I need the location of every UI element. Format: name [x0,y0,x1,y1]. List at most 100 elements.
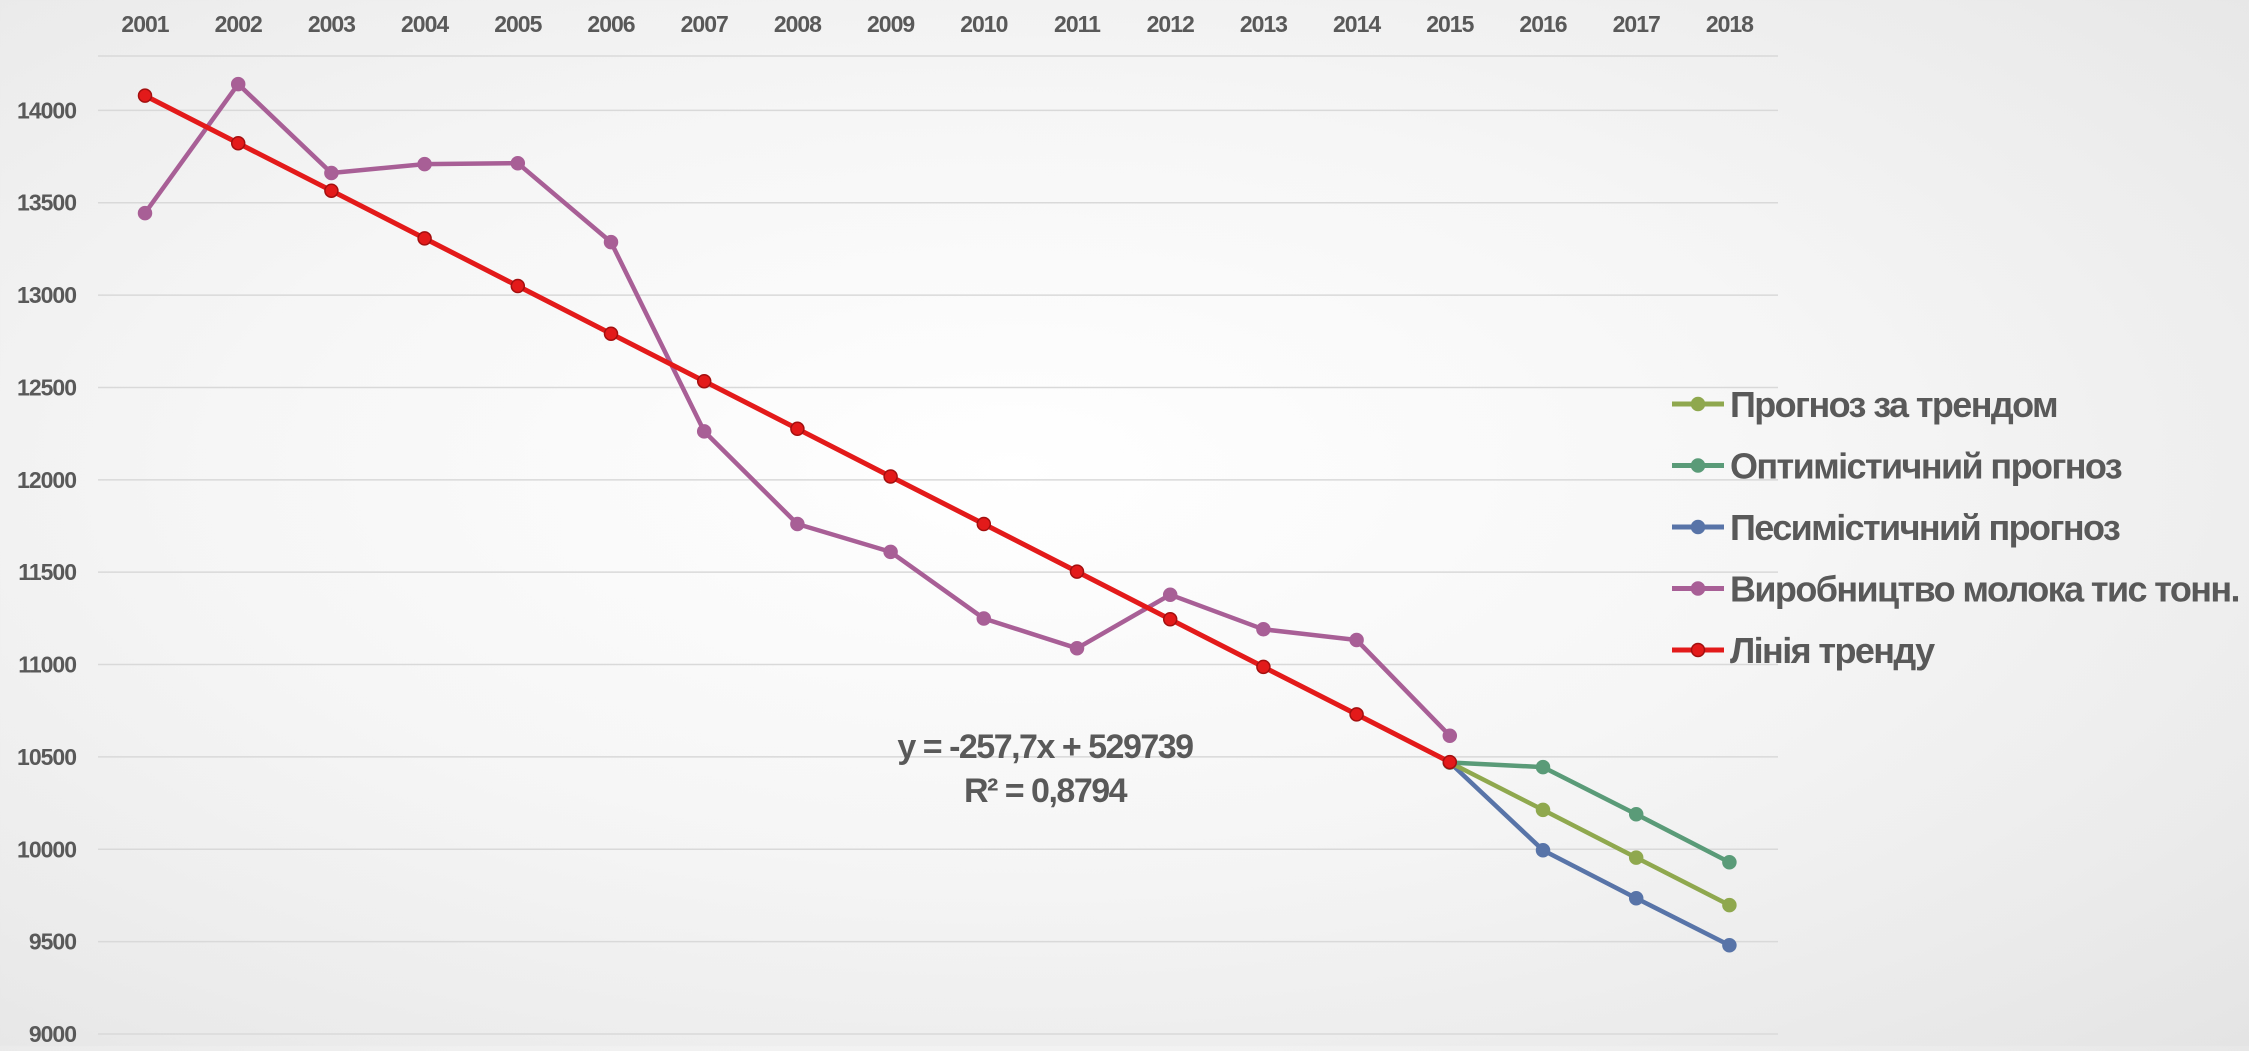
data-point [324,165,339,181]
data-point [230,76,246,92]
y-tick-label: 12500 [17,374,76,400]
data-point [696,373,712,389]
y-tick-label: 13000 [17,282,76,308]
data-point [696,424,712,439]
legend-item: Прогноз за трендом [1672,384,2059,425]
x-tick-label: 2010 [960,11,1007,37]
series-line [142,81,1453,738]
x-tick-label: 2004 [401,11,449,37]
legend-swatch-marker [1690,642,1706,658]
x-tick-label: 2005 [494,11,542,37]
y-tick-label: 10500 [17,744,76,770]
x-axis-ticks: 2001 2002 2003 2004 2005 2006 2007 2008 2009 2010… [121,11,1755,37]
y-tick-label: 9000 [29,1021,76,1046]
y-tick-label: 14000 [17,97,76,123]
x-tick-label: 2016 [1519,11,1566,37]
legend-swatch-marker [1690,396,1706,412]
x-tick-label: 2017 [1613,11,1660,37]
x-tick-label: 2007 [681,11,728,37]
legend-label: Песимістичний прогноз [1730,507,2120,548]
legend-item: Виробництво молока тис тонн. [1672,569,2241,610]
series-lines [137,76,1737,953]
data-point [1162,612,1178,627]
data-point [510,155,526,171]
trendline-equation: y = -257,7x + 529739 R² = 0,8794 [897,728,1194,810]
data-point [1349,707,1364,722]
trend-equation-text: y = -257,7x + 529739 [897,728,1193,766]
data-point [230,135,246,151]
legend-item: Оптимістичний прогноз [1672,446,2123,487]
data-point [1722,897,1737,913]
y-tick-label: 10000 [17,836,76,862]
x-tick-label: 2009 [867,11,914,37]
legend-swatch-marker [1690,519,1706,535]
data-point [1628,890,1644,906]
series-1 [1442,755,1737,870]
data-point [790,516,805,532]
data-point [1442,728,1458,743]
series-2 [1442,755,1737,953]
data-point [1722,938,1737,953]
x-tick-label: 2001 [121,11,169,37]
x-tick-label: 2015 [1426,11,1474,37]
x-tick-label: 2014 [1333,11,1381,37]
r-squared-text: R² = 0,8794 [964,772,1128,810]
data-point [1535,759,1551,775]
data-point [790,421,805,437]
legend-item: Лінія тренду [1672,630,1937,671]
series-line [1447,760,1732,948]
data-point [1256,659,1271,675]
data-point [603,326,619,341]
data-point [1535,842,1551,858]
legend-label: Прогноз за трендом [1730,384,2057,425]
data-point [1442,754,1458,770]
series-3 [137,76,1458,743]
series-4 [137,88,1458,770]
series-line [1447,760,1732,908]
data-point [510,278,526,294]
y-tick-label: 11000 [18,652,76,678]
data-point [417,156,432,172]
data-point [1535,802,1551,818]
x-tick-label: 2012 [1147,11,1194,37]
x-tick-label: 2003 [308,11,355,37]
y-tick-label: 12000 [17,467,76,493]
legend-swatch-marker [1690,581,1706,596]
data-point [1628,850,1644,865]
legend: Прогноз за трендом Оптимістичний прогноз П… [1672,384,2241,671]
legend-item: Песимістичний прогноз [1672,507,2121,548]
data-point [883,469,898,484]
series-line [1447,760,1732,865]
legend-label: Оптимістичний прогноз [1730,446,2122,487]
x-tick-label: 2008 [774,11,822,37]
data-point [976,516,992,532]
legend-label: Виробництво молока тис тонн. [1730,569,2239,610]
x-tick-label: 2006 [587,11,634,37]
data-point [976,611,992,626]
data-point [1628,806,1644,822]
data-point [137,205,153,221]
legend-swatch-marker [1690,458,1706,473]
x-tick-label: 2002 [215,11,262,37]
data-point [417,231,432,246]
data-point [1256,622,1271,637]
y-tick-label: 9500 [29,929,76,955]
data-point [1069,641,1085,656]
data-point [324,183,339,198]
data-point [1349,632,1364,648]
y-axis-ticks: 14000 13500 13000 12500 12000 11500 11000 10500… [17,97,77,1047]
y-tick-label: 13500 [17,190,76,216]
data-point [1162,587,1178,602]
data-point [1722,854,1737,870]
legend-label: Лінія тренду [1730,630,1935,671]
series-0 [1442,755,1737,913]
data-point [137,88,153,103]
x-tick-label: 2011 [1054,11,1101,37]
y-tick-label: 11500 [18,559,76,585]
data-point [603,234,619,250]
data-point [883,544,898,560]
x-tick-label: 2013 [1240,11,1287,37]
data-point [1069,564,1085,579]
